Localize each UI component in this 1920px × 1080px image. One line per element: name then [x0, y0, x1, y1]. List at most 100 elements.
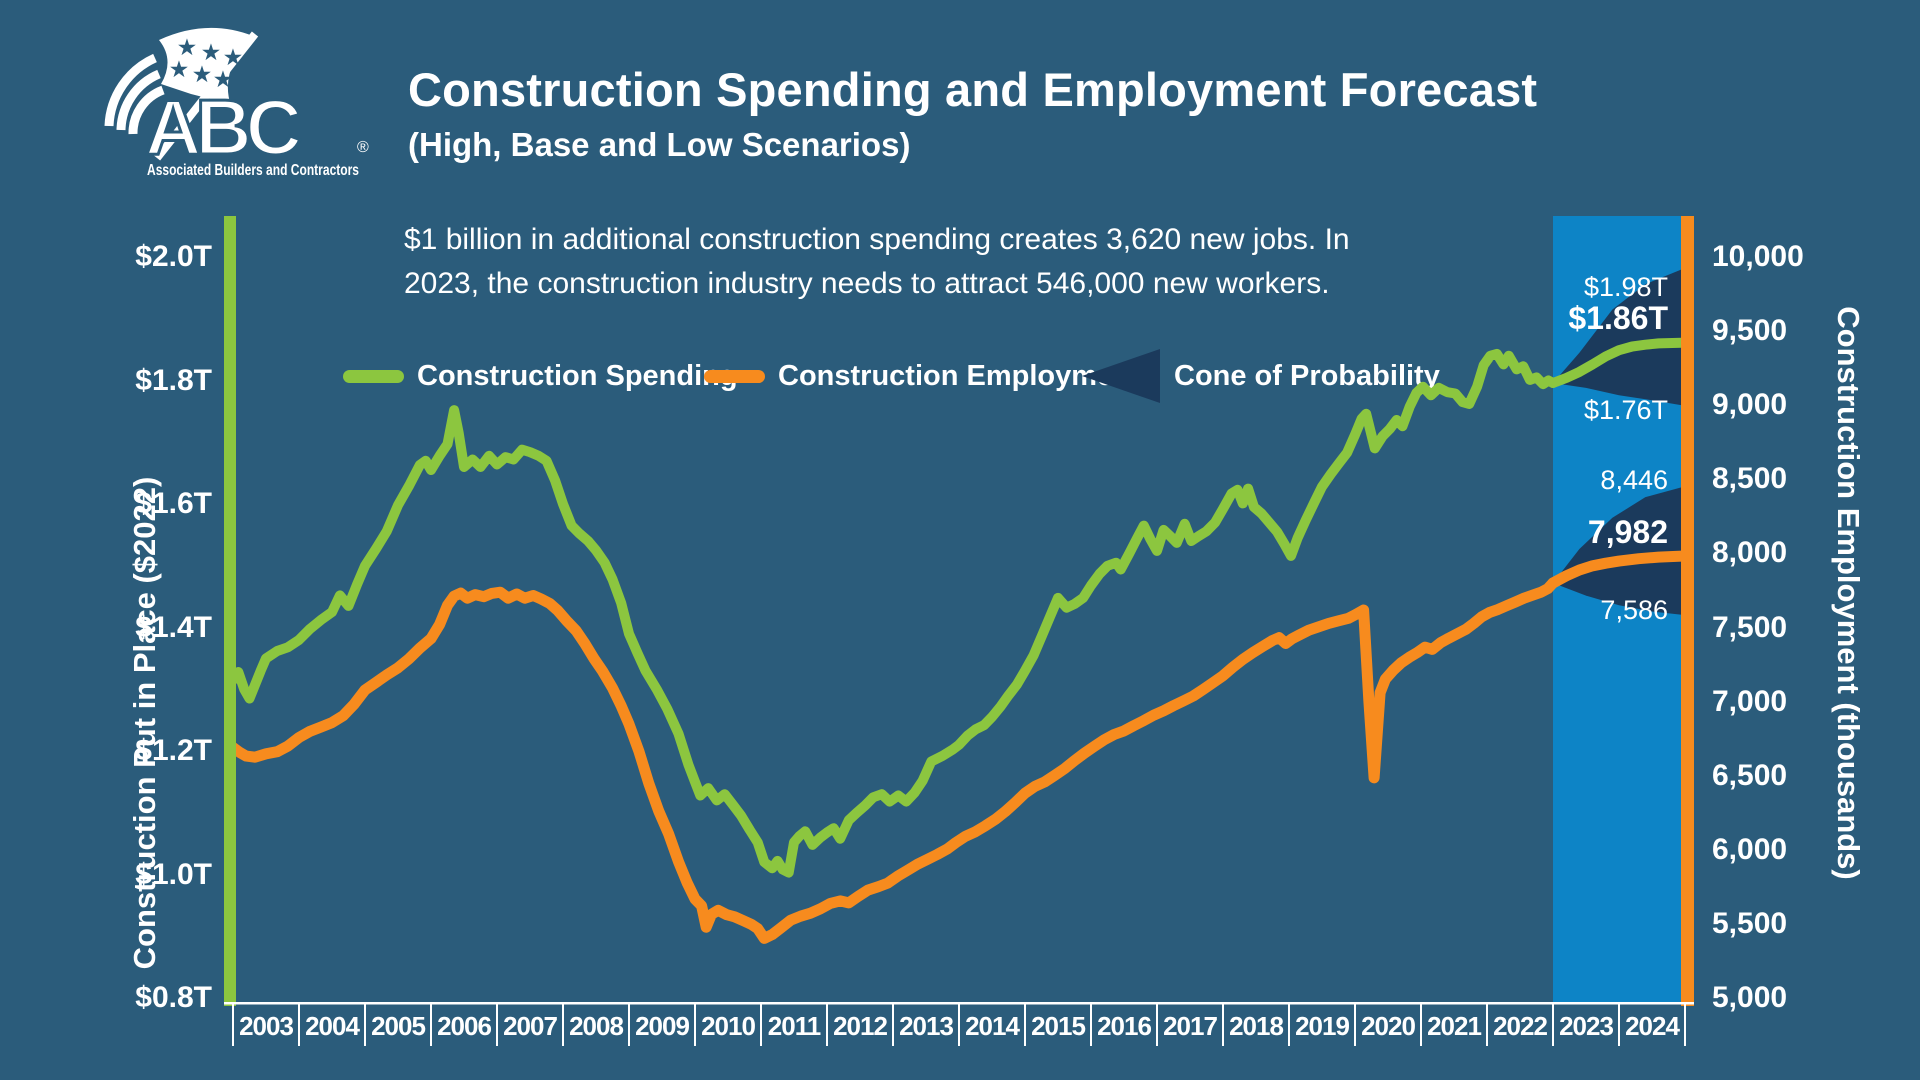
left-axis-tick-label: $1.0T [135, 858, 212, 891]
year-label: 2014 [965, 1011, 1020, 1041]
annotation-text: $1 billion in additional construction sp… [404, 218, 1350, 306]
year-label: 2008 [569, 1011, 624, 1041]
right-axis-bar [1681, 216, 1694, 1006]
forecast-label-high: 8,446 [1600, 465, 1668, 495]
x-axis-tick [628, 1002, 630, 1046]
series-construction-spending [228, 348, 1558, 878]
right-axis-tick-label: 9,500 [1712, 314, 1788, 347]
right-axis-tick-label: 6,500 [1712, 759, 1788, 792]
legend-label-spending: Construction Spending [417, 359, 738, 392]
x-axis-tick [562, 1002, 564, 1046]
year-label: 2024 [1625, 1011, 1680, 1041]
year-label: 2010 [701, 1011, 756, 1041]
svg-text:★: ★ [224, 47, 242, 69]
x-axis-tick [826, 1002, 828, 1046]
x-axis-tick [1156, 1002, 1158, 1046]
x-axis-tick [232, 1002, 234, 1046]
year-label: 2003 [239, 1011, 294, 1041]
x-axis-tick [1552, 1002, 1554, 1046]
year-label: 2006 [437, 1011, 492, 1041]
right-axis-tick-label: 5,500 [1712, 907, 1788, 940]
right-axis-tick-label: 8,000 [1712, 536, 1788, 569]
x-axis-tick [1684, 1002, 1686, 1046]
probability-cone-employment [1553, 487, 1682, 615]
year-label: 2019 [1295, 1011, 1350, 1041]
svg-text:★: ★ [214, 69, 232, 91]
year-label: 2017 [1163, 1011, 1218, 1041]
left-axis-tick-label: $1.6T [135, 487, 212, 520]
x-axis-tick [1222, 1002, 1224, 1046]
abc-logo-caption: Associated Builders and Contractors [147, 162, 359, 179]
left-axis-tick-label: $2.0T [135, 240, 212, 273]
series-construction-employment [227, 577, 1559, 944]
x-axis-tick [892, 1002, 894, 1046]
right-axis-tick-label: 9,000 [1712, 388, 1788, 421]
cone-of-probability-icon [1082, 349, 1160, 403]
legend-item-employment: Construction Employment [704, 348, 1141, 404]
right-axis-tick-label: 7,500 [1712, 611, 1788, 644]
abc-logo: ★ ★ ★ ★ ★ ★ ABC ® Associated Builders an… [95, 26, 375, 181]
x-axis-tick [430, 1002, 432, 1046]
left-axis-tick-label: $1.8T [135, 364, 212, 397]
svg-text:★: ★ [170, 59, 188, 81]
spending-line-swatch-icon [343, 369, 404, 383]
x-axis-tick [1486, 1002, 1488, 1046]
x-axis-tick [1024, 1002, 1026, 1046]
right-axis-tick-label: 6,000 [1712, 833, 1788, 866]
year-label: 2020 [1361, 1011, 1416, 1041]
year-label: 2021 [1427, 1011, 1482, 1041]
x-axis-tick [1288, 1002, 1290, 1046]
page-subtitle: (High, Base and Low Scenarios) [408, 126, 911, 163]
year-label: 2018 [1229, 1011, 1284, 1041]
svg-text:★: ★ [193, 64, 211, 86]
year-label: 2007 [503, 1011, 558, 1041]
forecast-label-low: $1.76T [1583, 395, 1668, 425]
abc-logo-text: ABC [145, 83, 301, 171]
page-title: Construction Spending and Employment For… [408, 63, 1538, 116]
x-axis-tick [1420, 1002, 1422, 1046]
left-axis-tick-label: $1.4T [135, 611, 212, 644]
forecast-label-base: 7,982 [1587, 514, 1668, 550]
registered-mark: ® [357, 139, 369, 156]
annotation-line-1: $1 billion in additional construction sp… [404, 223, 1350, 256]
legend-label-employment: Construction Employment [778, 359, 1141, 392]
year-label: 2009 [635, 1011, 690, 1041]
year-label: 2022 [1493, 1011, 1548, 1041]
x-axis-tick [1354, 1002, 1356, 1046]
legend-item-spending: Construction Spending [343, 348, 738, 404]
x-axis-tick [298, 1002, 300, 1046]
x-axis-tick [1090, 1002, 1092, 1046]
x-axis-tick [364, 1002, 366, 1046]
left-axis-tick-label: $0.8T [135, 981, 212, 1014]
year-label: 2013 [899, 1011, 954, 1041]
annotation-line-2: 2023, the construction industry needs to… [404, 267, 1330, 300]
x-axis-tick [1618, 1002, 1620, 1046]
year-label: 2011 [767, 1011, 821, 1041]
series-construction-spending-forecast-base- [1548, 337, 1687, 388]
abc-flag-icon: ★ ★ ★ ★ ★ ★ ABC ® Associated Builders an… [104, 27, 369, 179]
year-label: 2004 [305, 1011, 360, 1041]
forecast-label-low: 7,586 [1600, 595, 1668, 625]
svg-text:★: ★ [202, 42, 220, 64]
right-axis-tick-label: 10,000 [1712, 240, 1804, 273]
x-axis-tick [694, 1002, 696, 1046]
left-axis-tick-label: $1.2T [135, 734, 212, 767]
right-axis-tick-label: 5,000 [1712, 981, 1788, 1014]
year-label: 2005 [371, 1011, 426, 1041]
employment-line-swatch-icon [704, 369, 765, 383]
x-axis-tick [496, 1002, 498, 1046]
legend-item-cone: Cone of Probability [1082, 348, 1440, 404]
right-axis-tick-label: 7,000 [1712, 685, 1788, 718]
left-axis-bar [224, 216, 236, 1006]
forecast-label-base: $1.86T [1568, 300, 1668, 336]
right-axis-tick-label: 8,500 [1712, 462, 1788, 495]
year-label: 2023 [1559, 1011, 1614, 1041]
series-construction-employment-forecast-base- [1547, 550, 1688, 589]
x-axis-tick [760, 1002, 762, 1046]
svg-text:★: ★ [178, 37, 196, 59]
forecast-label-high: $1.98T [1583, 272, 1668, 302]
year-label: 2012 [833, 1011, 888, 1041]
x-axis-tick [958, 1002, 960, 1046]
